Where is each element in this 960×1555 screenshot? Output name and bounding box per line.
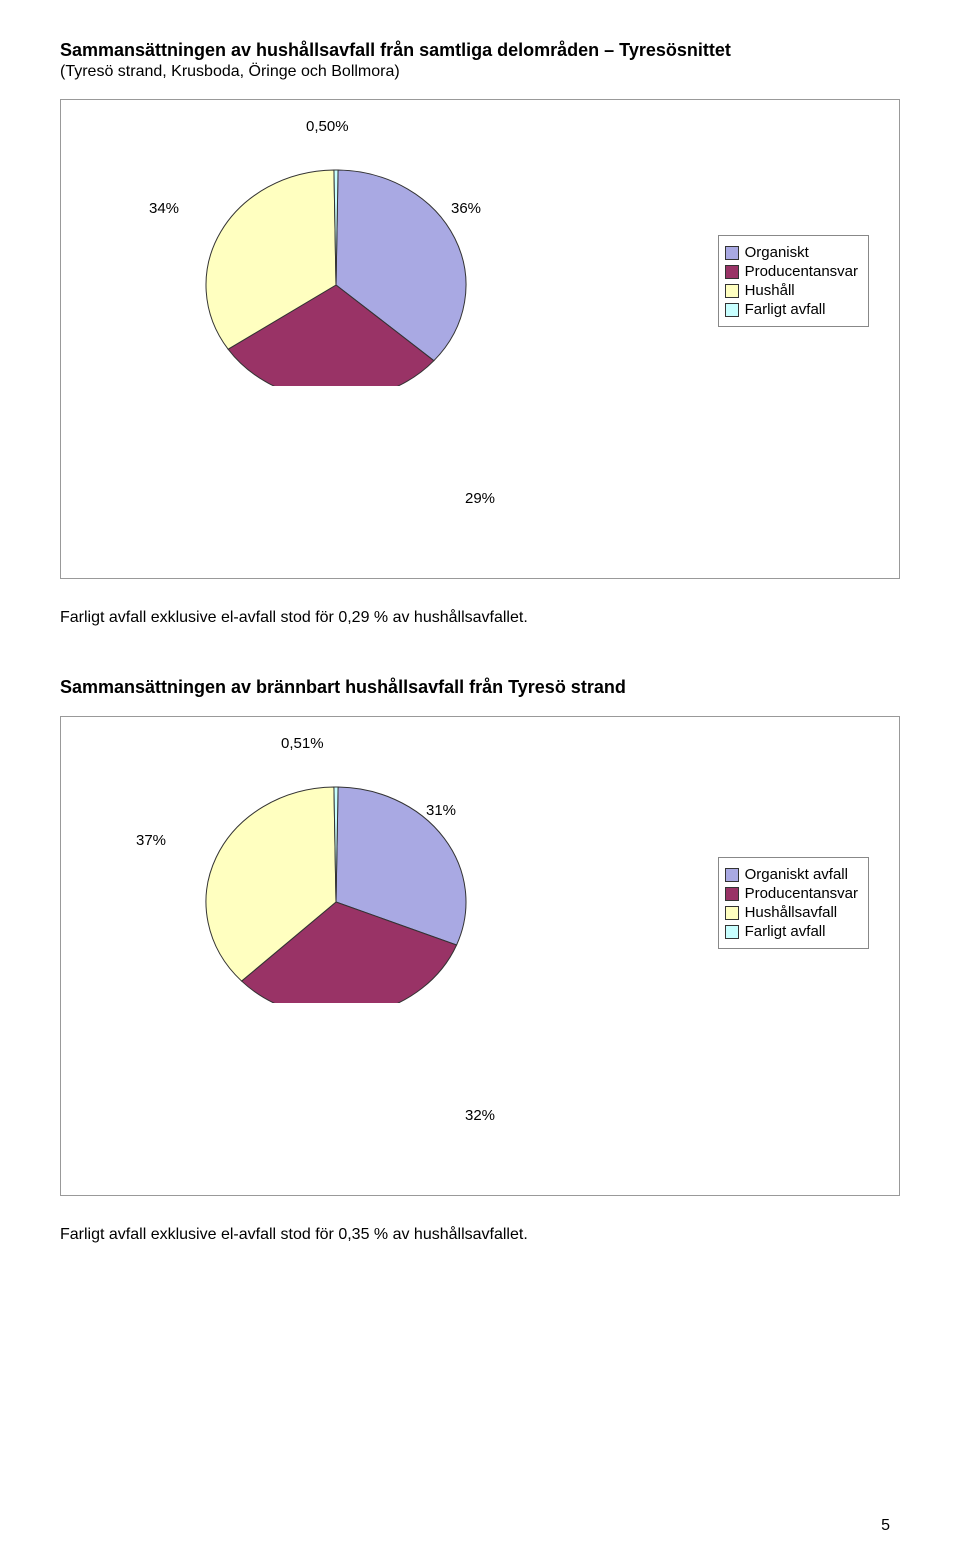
legend-row: Organiskt avfall — [725, 866, 858, 883]
pie-slice-label: 34% — [149, 200, 179, 217]
legend-swatch — [725, 284, 739, 298]
legend-row: Producentansvar — [725, 263, 858, 280]
legend-label: Producentansvar — [745, 263, 858, 280]
legend-label: Organiskt avfall — [745, 866, 848, 883]
pie-slice-label: 0,50% — [306, 118, 349, 135]
section1-note: Farligt avfall exklusive el-avfall stod … — [60, 609, 900, 627]
legend-label: Producentansvar — [745, 885, 858, 902]
pie-slice-label: 36% — [451, 200, 481, 217]
legend-row: Producentansvar — [725, 885, 858, 902]
chart1-pie-area: 36%34%0,50%OrganisktProducentansvarHushå… — [81, 130, 879, 440]
legend-swatch — [725, 265, 739, 279]
legend-label: Organiskt — [745, 244, 809, 261]
pie-slice-label: 31% — [426, 802, 456, 819]
chart1-container: 36% 34% 0,50% Organiskt Producentansvar Hushå… — [60, 99, 900, 579]
pie-slice-label: 0,51% — [281, 735, 324, 752]
chart2-container: 31% 37% 0,51% Organiskt avfall Producentansv… — [60, 716, 900, 1196]
section1-subtitle: (Tyresö strand, Krusboda, Öringe och Bol… — [60, 63, 900, 81]
legend-label: Hushållsavfall — [745, 904, 838, 921]
legend-row: Hushållsavfall — [725, 904, 858, 921]
legend-swatch — [725, 868, 739, 882]
legend-swatch — [725, 303, 739, 317]
pie-chart — [205, 154, 467, 386]
legend-label: Hushåll — [745, 282, 795, 299]
legend-swatch — [725, 925, 739, 939]
legend-label: Farligt avfall — [745, 301, 826, 318]
legend-row: Hushåll — [725, 282, 858, 299]
chart-legend: Organiskt avfall Producentansvar Hushållsa… — [718, 857, 869, 949]
chart1-bottom-label: 29% — [81, 490, 879, 507]
legend-swatch — [725, 246, 739, 260]
legend-swatch — [725, 887, 739, 901]
chart2-pie-area: 31%37%0,51%Organiskt avfallProducentansv… — [81, 747, 879, 1057]
chart2-bottom-label: 32% — [81, 1107, 879, 1124]
legend-row: Farligt avfall — [725, 923, 858, 940]
legend-swatch — [725, 906, 739, 920]
page-number: 5 — [881, 1517, 890, 1535]
legend-label: Farligt avfall — [745, 923, 826, 940]
pie-slice-label: 37% — [136, 832, 166, 849]
section2-note: Farligt avfall exklusive el-avfall stod … — [60, 1226, 900, 1244]
section1-title: Sammansättningen av hushållsavfall från … — [60, 40, 900, 61]
legend-row: Organiskt — [725, 244, 858, 261]
section2-title: Sammansättningen av brännbart hushållsav… — [60, 677, 900, 698]
legend-row: Farligt avfall — [725, 301, 858, 318]
chart-legend: Organiskt Producentansvar Hushåll Farligt a… — [718, 235, 869, 327]
